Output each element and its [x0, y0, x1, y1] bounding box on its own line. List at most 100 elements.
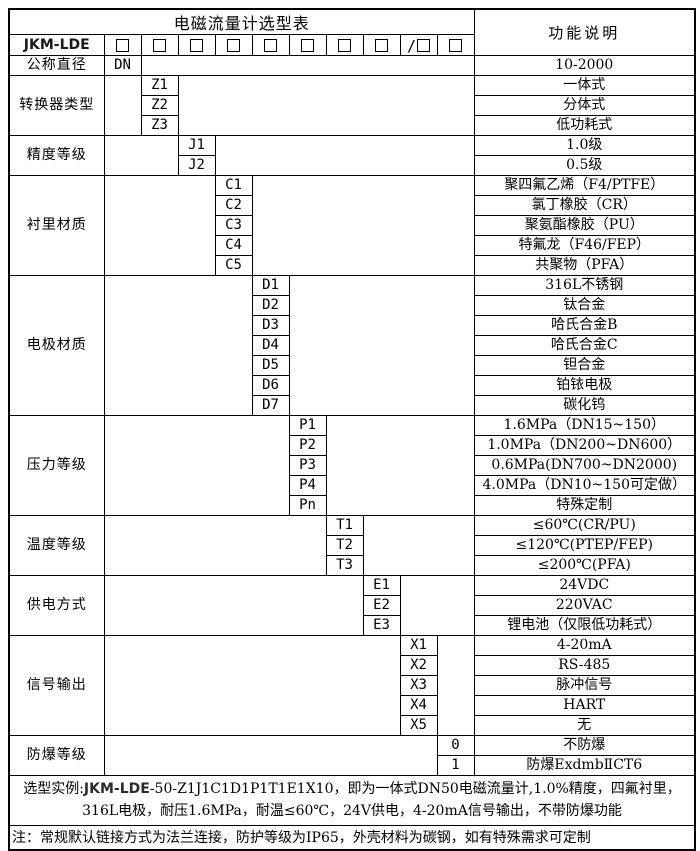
section-code: C3	[214, 214, 253, 236]
section-desc: 316L不锈钢	[473, 274, 696, 296]
empty-cell	[214, 134, 475, 176]
empty-cell	[103, 134, 179, 176]
empty-cell	[103, 634, 401, 736]
empty-cell	[103, 574, 364, 636]
section-desc: 共聚物（PFA）	[473, 254, 696, 276]
section-code: D2	[251, 294, 290, 316]
section-desc: 防爆ExdmbⅡCT6	[473, 754, 696, 776]
section-label: 电极材质	[8, 274, 105, 416]
empty-cell	[140, 54, 475, 76]
section-desc: 低功耗式	[473, 114, 696, 136]
section-code: X1	[399, 634, 438, 656]
section-desc: 4.0MPa（DN10~150可定做）	[473, 474, 696, 496]
section-desc: 氯丁橡胶（CR）	[473, 194, 696, 216]
model-checkbox-cell	[103, 34, 142, 56]
section-desc: ≤60℃(CR/PU)	[473, 514, 696, 536]
section-code: D7	[251, 394, 290, 416]
section-code: T1	[325, 514, 364, 536]
section-code: J1	[177, 134, 216, 156]
model-checkbox-cell: /	[399, 34, 438, 56]
selection-table: 电磁流量计选型表 功能说明 JKM-LDE / 公称直径 DN 10-2000 转换器类型 Z1…	[8, 8, 696, 851]
empty-cell	[288, 274, 475, 416]
section-code: X2	[399, 654, 438, 676]
section-desc: 1.0级	[473, 134, 696, 156]
empty-cell	[103, 74, 142, 136]
section-desc: 钛合金	[473, 294, 696, 316]
section-desc: ≤200℃(PFA)	[473, 554, 696, 576]
section-desc: 4-20mA	[473, 634, 696, 656]
checkbox-icon	[153, 39, 166, 53]
note-row: 注：常规默认链接方式为法兰连接，防护等级为IP65，外壳材料为碳钢，如有特殊需求…	[8, 824, 696, 850]
section-label: 转换器类型	[8, 74, 105, 136]
model-label: JKM-LDE	[8, 34, 105, 56]
section-label: 公称直径	[8, 54, 105, 76]
section-desc: 分体式	[473, 94, 696, 116]
model-checkbox-cell	[140, 34, 179, 56]
section-code: X5	[399, 714, 438, 736]
section-desc: ≤120℃(PTEP/FEP)	[473, 534, 696, 556]
slash-mark: /	[406, 36, 417, 55]
section-desc: 220VAC	[473, 594, 696, 616]
section-desc: 哈氏合金C	[473, 334, 696, 356]
section-desc: 特殊定制	[473, 494, 696, 516]
checkbox-icon	[301, 39, 314, 53]
section-code: P2	[288, 434, 327, 456]
section-desc: 钽合金	[473, 354, 696, 376]
section-label: 信号输出	[8, 634, 105, 736]
section-code: C5	[214, 254, 253, 276]
example-row: 选型实例:JKM-LDE-50-Z1J1C1D1P1T1E1X10，即为一体式D…	[8, 774, 696, 826]
section-code: Z1	[140, 74, 179, 96]
section-label: 供电方式	[8, 574, 105, 636]
empty-cell	[103, 734, 438, 776]
section-code: D1	[251, 274, 290, 296]
section-desc: 10-2000	[473, 54, 696, 76]
section-code: Z3	[140, 114, 179, 136]
model-checkbox-cell	[214, 34, 253, 56]
model-checkbox-cell	[325, 34, 364, 56]
section-code: T2	[325, 534, 364, 556]
section-label: 防爆等级	[8, 734, 105, 776]
empty-cell	[103, 174, 216, 276]
empty-cell	[399, 574, 475, 636]
empty-cell	[103, 414, 290, 516]
section-code: C4	[214, 234, 253, 256]
empty-cell	[177, 74, 475, 136]
section-code: C2	[214, 194, 253, 216]
empty-cell	[362, 514, 475, 576]
section-code: D5	[251, 354, 290, 376]
section-desc: 哈氏合金B	[473, 314, 696, 336]
section-desc: 无	[473, 714, 696, 736]
checkbox-icon	[449, 39, 462, 53]
section-code: D4	[251, 334, 290, 356]
example-prefix: 选型实例:	[23, 781, 84, 797]
empty-cell	[103, 514, 327, 576]
section-desc: 0.5级	[473, 154, 696, 176]
section-code: D6	[251, 374, 290, 396]
model-checkbox-cell	[177, 34, 216, 56]
section-code: E3	[362, 614, 401, 636]
section-label: 压力等级	[8, 414, 105, 516]
example-rest: -50-Z1J1C1D1P1T1E1X10，即为一体式DN50电磁流量计,1.0…	[82, 781, 681, 819]
section-code: E1	[362, 574, 401, 596]
model-checkbox-cell	[288, 34, 327, 56]
section-label: 精度等级	[8, 134, 105, 176]
section-desc: 特氟龙（F46/FEP）	[473, 234, 696, 256]
section-code: Pn	[288, 494, 327, 516]
section-desc: 铂铱电极	[473, 374, 696, 396]
section-code: P3	[288, 454, 327, 476]
model-checkbox-cell	[436, 34, 475, 56]
empty-cell	[325, 414, 475, 516]
section-desc: RS-485	[473, 654, 696, 676]
section-code: DN	[103, 54, 142, 76]
section-code: P1	[288, 414, 327, 436]
section-code: X3	[399, 674, 438, 696]
section-desc: 脉冲信号	[473, 674, 696, 696]
section-desc: 1.0MPa（DN200~DN600）	[473, 434, 696, 456]
section-desc: 碳化钨	[473, 394, 696, 416]
checkbox-icon	[338, 39, 351, 53]
checkbox-icon	[227, 39, 240, 53]
section-desc: 锂电池（仅限低功耗式）	[473, 614, 696, 636]
section-code: X4	[399, 694, 438, 716]
section-code: J2	[177, 154, 216, 176]
section-code: E2	[362, 594, 401, 616]
